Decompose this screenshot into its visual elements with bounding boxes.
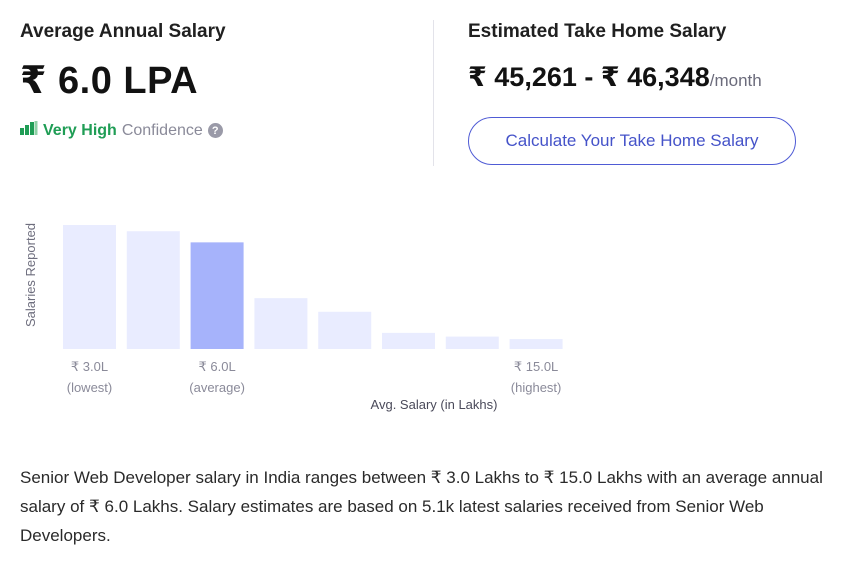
confidence-label: Confidence (121, 121, 203, 139)
confidence-row: Very High Confidence ? (20, 121, 223, 140)
bar-1 (63, 225, 116, 349)
take-home-range: ₹ 45,261 - ₹ 46,348 (468, 62, 710, 92)
salary-description: Senior Web Developer salary in India ran… (20, 468, 823, 545)
average-salary-heading: Average Annual Salary (20, 21, 226, 42)
confidence-level: Very High (43, 121, 117, 139)
bar-4 (254, 298, 308, 349)
salary-distribution-chart: Salaries Reported ₹ 3.0L (lowest) ₹ 6.0L (a… (23, 223, 563, 412)
bar-7 (445, 336, 499, 349)
question-circle-icon[interactable]: ? (207, 123, 223, 138)
signal-bars-icon (20, 121, 38, 140)
bar-8 (509, 339, 563, 349)
take-home-period: /month (709, 71, 762, 90)
tick-label: ₹ 6.0L (199, 359, 236, 374)
tick-note: (average) (189, 380, 245, 395)
average-salary-value: ₹ 6.0 LPA (20, 60, 199, 102)
column-divider (433, 20, 434, 166)
take-home-value: ₹ 45,261 - ₹ 46,348/month (468, 62, 762, 93)
bar-5 (318, 311, 372, 349)
tick-label: ₹ 15.0L (514, 359, 558, 374)
calculate-take-home-button[interactable]: Calculate Your Take Home Salary (468, 117, 796, 165)
take-home-heading: Estimated Take Home Salary (468, 21, 727, 42)
bar-3 (190, 242, 244, 349)
tick-note: (highest) (511, 380, 562, 395)
y-axis-label: Salaries Reported (23, 223, 38, 327)
tick-label-group: ₹ 3.0L (lowest) ₹ 6.0L (average) ₹ 15.0L (hig… (67, 359, 562, 395)
tick-note: (lowest) (67, 380, 113, 395)
bar-group (63, 225, 563, 349)
tick-label: ₹ 3.0L (71, 359, 108, 374)
bar-2 (126, 231, 180, 349)
x-axis-label: Avg. Salary (in Lakhs) (371, 397, 498, 412)
bar-6 (382, 332, 435, 349)
